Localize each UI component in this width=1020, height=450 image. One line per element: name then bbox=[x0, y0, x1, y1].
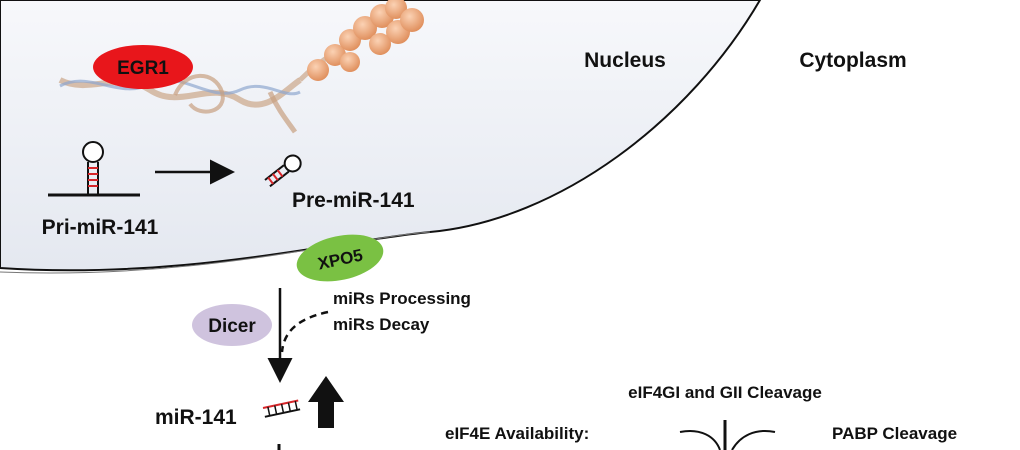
nucleus-label: Nucleus bbox=[584, 49, 666, 72]
xpo5-protein bbox=[296, 234, 384, 282]
egr1-protein bbox=[93, 45, 193, 89]
pri-mir-hairpin-icon bbox=[48, 141, 140, 197]
dicer-protein bbox=[192, 304, 272, 346]
pre-mir-label: Pre-miR-141 bbox=[292, 189, 415, 212]
eif4e-availability-label: eIF4E Availability: bbox=[445, 424, 589, 443]
cytoplasm-label: Cytoplasm bbox=[799, 49, 906, 72]
pre-mir-hairpin-icon bbox=[264, 154, 302, 188]
eif4g-cleavage-label: eIF4GI and GII Cleavage bbox=[628, 383, 822, 402]
pabp-cleavage-label: PABP Cleavage bbox=[832, 424, 957, 443]
mirs-decay-label: miRs Decay bbox=[333, 315, 430, 334]
increase-arrow-icon bbox=[308, 376, 344, 428]
dna-helix-icon bbox=[58, 27, 377, 134]
egr1-label: EGR1 bbox=[117, 58, 169, 79]
chromatin-beads-icon bbox=[307, 0, 424, 81]
dashed-regulation-arrow bbox=[280, 310, 329, 353]
mirs-processing-label: miRs Processing bbox=[333, 289, 471, 308]
dicer-label: Dicer bbox=[208, 316, 256, 337]
mature-mir-duplex-icon bbox=[262, 399, 301, 418]
cleavage-bracket-icon bbox=[679, 420, 776, 450]
pri-mir-label: Pri-miR-141 bbox=[42, 216, 159, 239]
mature-mir-label: miR-141 bbox=[155, 406, 237, 429]
